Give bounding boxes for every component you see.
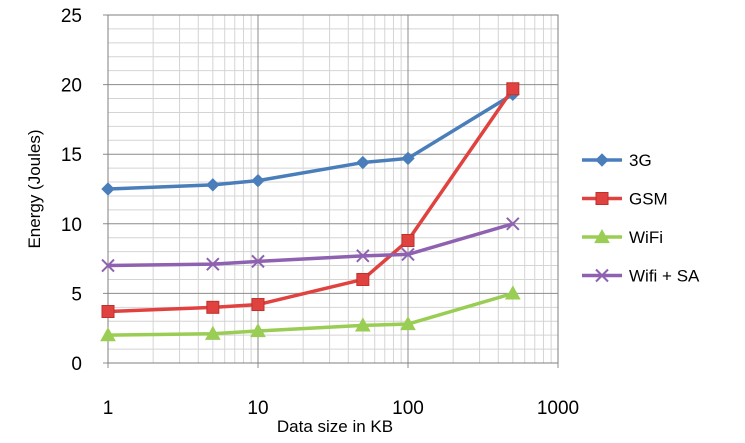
series-3g bbox=[101, 87, 520, 196]
data-point-wifi-sa bbox=[356, 249, 370, 263]
x-tick-label: 100 bbox=[392, 398, 424, 419]
data-point-wifi-sa bbox=[506, 217, 520, 231]
data-point-3g bbox=[356, 155, 370, 170]
y-tick-label: 5 bbox=[71, 284, 82, 305]
data-point-wifi-sa-stroke bbox=[506, 217, 520, 231]
tick-labels: 1 10 100 1000 0 5 10 15 20 25 bbox=[61, 6, 579, 419]
y-tick-label: 25 bbox=[61, 6, 82, 27]
data-point-wifi-sa bbox=[206, 257, 220, 271]
data-point-wifi-sa-stroke bbox=[206, 257, 220, 271]
data-point-wifi bbox=[400, 315, 416, 331]
y-tick-label: 10 bbox=[61, 215, 82, 236]
series-gsm bbox=[101, 82, 520, 318]
legend-item-wifi: WiFi bbox=[582, 228, 663, 247]
y-tick-label: 0 bbox=[71, 354, 82, 375]
data-point-gsm bbox=[506, 82, 520, 96]
data-point-3g bbox=[401, 151, 415, 166]
data-point-gsm bbox=[251, 298, 265, 312]
data-point-wifi-sa-stroke bbox=[401, 247, 415, 262]
data-point-gsm bbox=[356, 272, 370, 286]
plot-area-border bbox=[107, 14, 559, 364]
x-axis-title: Data size in KB bbox=[277, 417, 393, 436]
series-wifi-sa bbox=[101, 217, 520, 273]
data-point-3g bbox=[101, 182, 115, 196]
data-point-3g bbox=[206, 178, 220, 192]
legend-item-gsm: GSM bbox=[582, 190, 668, 209]
legend-label: 3G bbox=[629, 151, 652, 170]
legend-marker bbox=[595, 153, 609, 167]
data-point-wifi bbox=[354, 317, 371, 332]
data-point-wifi-sa bbox=[401, 247, 415, 262]
data-point-gsm bbox=[401, 234, 415, 248]
y-axis-title: Energy (Joules) bbox=[25, 129, 44, 248]
data-point-wifi bbox=[100, 327, 116, 342]
data-point-wifi-sa-stroke bbox=[251, 254, 265, 269]
legend-label: WiFi bbox=[629, 228, 663, 247]
series-lines bbox=[100, 82, 521, 342]
legend-marker bbox=[594, 228, 610, 244]
series-line-wifi bbox=[107, 291, 514, 337]
data-point-wifi-sa bbox=[251, 254, 265, 269]
y-tick-label: 20 bbox=[61, 76, 82, 97]
legend-item-wifi-sa: Wifi + SA bbox=[582, 267, 700, 286]
x-tick-label: 1000 bbox=[537, 398, 579, 419]
x-tick-label: 1 bbox=[103, 398, 114, 419]
data-point-gsm bbox=[101, 304, 115, 318]
data-point-wifi-sa-stroke bbox=[101, 258, 115, 273]
data-point-wifi-sa-stroke bbox=[356, 249, 370, 263]
legend-marker-stroke bbox=[595, 268, 609, 283]
legend-item-3g: 3G bbox=[582, 151, 652, 170]
data-point-3g bbox=[251, 173, 265, 188]
series-line-wifi-sa bbox=[107, 222, 514, 268]
series-wifi bbox=[100, 285, 521, 342]
legend-marker bbox=[595, 192, 609, 205]
y-tick-label: 15 bbox=[61, 145, 82, 166]
grid bbox=[103, 14, 559, 368]
series-line-gsm bbox=[107, 87, 515, 314]
data-point-wifi bbox=[250, 322, 266, 338]
data-point-wifi-sa bbox=[101, 258, 115, 273]
x-tick-label: 10 bbox=[247, 398, 268, 419]
legend-marker bbox=[595, 268, 609, 283]
data-point-gsm bbox=[206, 300, 220, 314]
legend-label: GSM bbox=[629, 190, 668, 209]
legend-label: Wifi + SA bbox=[629, 267, 700, 286]
series-line-3g bbox=[107, 92, 514, 191]
data-point-wifi bbox=[204, 325, 221, 340]
legend: 3G GSM WiFi Wifi + SA bbox=[582, 151, 700, 286]
data-point-wifi bbox=[504, 285, 521, 300]
